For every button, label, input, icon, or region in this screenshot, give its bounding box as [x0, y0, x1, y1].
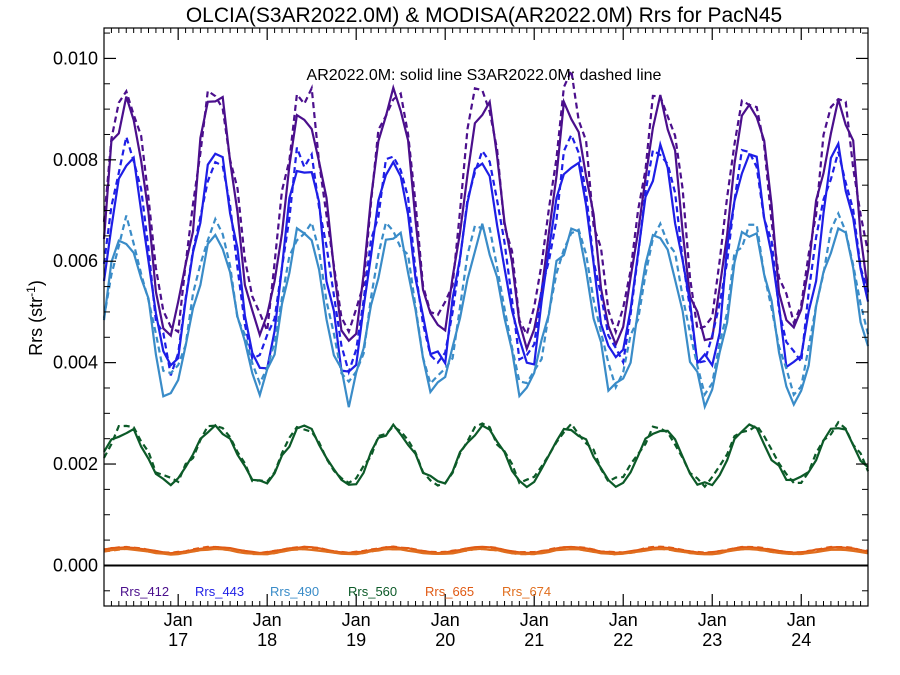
legend-label-rrs-560: Rrs_560	[348, 584, 397, 599]
legend-label-rrs-412: Rrs_412	[120, 584, 169, 599]
legend-label-rrs-674: Rrs_674	[502, 584, 551, 599]
chart-title: OLCIA(S3AR2022.0M) & MODISA(AR2022.0M) R…	[186, 4, 782, 27]
series-line-rrs-560-dashed	[103, 420, 870, 489]
x-tick-year: 19	[346, 630, 366, 650]
series-line-rrs-674-dashed	[103, 547, 869, 556]
y-axis-label-close: )	[26, 280, 46, 286]
axis-ticks: 0.0000.0020.0040.0060.0080.010Jan17Jan18…	[53, 28, 869, 650]
series-line-rrs-412-dashed	[102, 66, 870, 338]
y-tick-label: 0.004	[53, 353, 98, 373]
series-line-rrs-490-dashed	[102, 210, 870, 398]
y-axis-label-text: Rrs (str	[26, 297, 46, 356]
x-tick-month: Jan	[164, 610, 193, 630]
series-line-rrs-665-dashed	[103, 545, 869, 555]
x-tick-year: 23	[702, 630, 722, 650]
series-line-rrs-443-solid	[102, 140, 870, 373]
y-tick-label: 0.002	[53, 454, 98, 474]
x-tick-month: Jan	[431, 610, 460, 630]
x-tick-month: Jan	[342, 610, 371, 630]
series-line-rrs-490-solid	[102, 223, 870, 411]
x-tick-month: Jan	[253, 610, 282, 630]
plot-frame	[103, 27, 869, 607]
x-tick-month: Jan	[609, 610, 638, 630]
x-tick-year: 22	[613, 630, 633, 650]
series-line-rrs-560-solid	[103, 422, 869, 489]
x-tick-year: 18	[257, 630, 277, 650]
series-lines	[102, 66, 870, 556]
legend-label-rrs-665: Rrs_665	[425, 584, 474, 599]
series-line-rrs-443-dashed	[102, 132, 870, 376]
y-tick-label: 0.006	[53, 251, 98, 271]
x-tick-year: 21	[524, 630, 544, 650]
y-tick-label: 0.008	[53, 150, 98, 170]
y-tick-label: 0.000	[53, 555, 98, 575]
y-axis-label-sup: -1	[24, 286, 38, 297]
line-style-note: AR2022.0M: solid line S3AR2022.0M: dashe…	[307, 67, 662, 84]
y-tick-label: 0.010	[53, 48, 98, 68]
x-tick-year: 20	[435, 630, 455, 650]
x-tick-year: 24	[791, 630, 811, 650]
legend: Rrs_412 Rrs_443 Rrs_490 Rrs_560 Rrs_665 Rrs_6…	[120, 584, 551, 599]
legend-label-rrs-490: Rrs_490	[270, 584, 319, 599]
x-tick-month: Jan	[520, 610, 549, 630]
x-tick-month: Jan	[698, 610, 727, 630]
legend-label-rrs-443: Rrs_443	[195, 584, 244, 599]
series-line-rrs-412-solid	[102, 83, 870, 353]
svg-text:Rrs (str-1): Rrs (str-1)	[24, 280, 46, 356]
x-tick-month: Jan	[787, 610, 816, 630]
y-axis-label: Rrs (str-1)	[24, 280, 46, 356]
x-tick-year: 17	[168, 630, 188, 650]
